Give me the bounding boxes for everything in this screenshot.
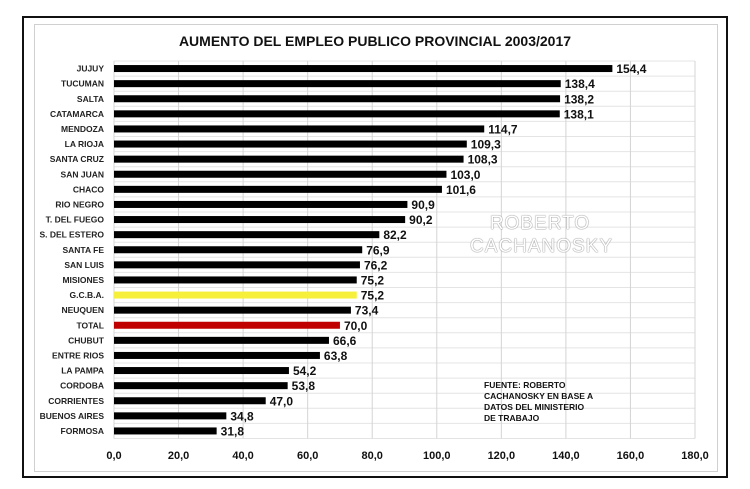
value-label: 138,1	[564, 107, 594, 121]
bar-misiones	[114, 276, 357, 284]
bar-chaco	[114, 185, 442, 193]
category-label: TOTAL	[76, 320, 104, 330]
category-label: T. DEL FUEGO	[46, 215, 105, 225]
bar-catamarca	[114, 110, 560, 118]
bar-neuquen	[114, 306, 351, 314]
bar-s-del-estero	[114, 231, 380, 239]
value-label: 101,6	[446, 183, 476, 197]
bar-santa-fe	[114, 246, 363, 254]
x-tick-label: 0,0	[106, 450, 121, 462]
category-label: TUCUMAN	[61, 79, 104, 89]
value-label: 34,8	[230, 409, 254, 423]
category-label: LA PAMPA	[61, 366, 104, 376]
category-label: CORRIENTES	[48, 396, 104, 406]
value-label: 63,8	[324, 349, 348, 363]
value-label: 109,3	[471, 138, 501, 152]
category-label: CHACO	[73, 184, 105, 194]
x-tick-label: 140,0	[552, 450, 580, 462]
x-tick-label: 100,0	[423, 450, 451, 462]
value-label: 54,2	[293, 364, 317, 378]
bar-santa-cruz	[114, 155, 464, 163]
value-label: 66,6	[333, 334, 357, 348]
value-label: 70,0	[344, 319, 368, 333]
category-label: CORDOBA	[60, 381, 104, 391]
bar-salta	[114, 95, 561, 103]
category-label: CHUBUT	[68, 335, 105, 345]
category-label: SAN JUAN	[61, 169, 104, 179]
chart-title: AUMENTO DEL EMPLEO PUBLICO PROVINCIAL 20…	[178, 33, 572, 49]
category-label: CATAMARCA	[50, 109, 104, 119]
value-label: 108,3	[468, 153, 498, 167]
value-label: 90,2	[409, 213, 433, 227]
bar-san-luis	[114, 261, 360, 269]
bar-formosa	[114, 427, 217, 435]
watermark-line: CACHANOSKY	[470, 236, 614, 257]
chart-area	[34, 24, 718, 472]
category-label: S. DEL ESTERO	[39, 230, 104, 240]
bar-mendoza	[114, 125, 485, 133]
category-label: NEUQUEN	[61, 305, 104, 315]
bar-corrientes	[114, 397, 266, 405]
bar-jujuy	[114, 65, 613, 73]
x-tick-label: 120,0	[488, 450, 516, 462]
bar-san-juan	[114, 170, 447, 178]
x-tick-label: 20,0	[168, 450, 189, 462]
bar-buenos-aires	[114, 412, 227, 420]
category-label: RIO NEGRO	[55, 199, 104, 209]
category-label: MISIONES	[62, 275, 104, 285]
value-label: 75,2	[361, 289, 385, 303]
bar-cordoba	[114, 382, 288, 390]
category-label: LA RIOJA	[65, 139, 104, 149]
bar-la-rioja	[114, 140, 467, 148]
value-label: 47,0	[270, 394, 294, 408]
value-label: 154,4	[616, 62, 646, 76]
category-label: JUJUY	[77, 64, 105, 74]
value-label: 138,4	[565, 77, 595, 91]
category-label: FORMOSA	[61, 426, 104, 436]
value-label: 76,2	[364, 258, 388, 272]
value-label: 82,2	[383, 228, 407, 242]
value-label: 114,7	[488, 122, 518, 136]
value-label: 73,4	[355, 304, 379, 318]
x-tick-label: 80,0	[362, 450, 383, 462]
value-label: 31,8	[221, 424, 245, 438]
bar-t-del-fuego	[114, 216, 406, 224]
outer-frame	[22, 16, 728, 478]
value-label: 76,9	[366, 243, 390, 257]
source-note: FUENTE: ROBERTO CACHANOSKY EN BASE A DAT…	[484, 380, 594, 423]
x-tick-label: 40,0	[232, 450, 253, 462]
bar-entre-rios	[114, 351, 320, 359]
category-label: BUENOS AIRES	[40, 411, 105, 421]
category-label: SAN LUIS	[64, 260, 104, 270]
x-tick-label: 60,0	[297, 450, 318, 462]
category-label: SANTA CRUZ	[50, 154, 104, 164]
x-tick-label: 180,0	[681, 450, 709, 462]
watermark-line: ROBERTO	[489, 213, 591, 234]
category-label: ENTRE RIOS	[52, 350, 104, 360]
bar-tucuman	[114, 80, 561, 88]
bar-g-c-b-a-	[114, 291, 357, 299]
category-label: SALTA	[77, 94, 104, 104]
value-label: 75,2	[361, 273, 385, 287]
bar-rio-negro	[114, 200, 408, 208]
watermark: ROBERTO CACHANOSKY	[470, 212, 614, 258]
category-label: G.C.B.A.	[70, 290, 104, 300]
category-label: SANTA FE	[62, 245, 104, 255]
value-label: 138,2	[564, 92, 594, 106]
value-label: 103,0	[450, 168, 480, 182]
value-label: 53,8	[292, 379, 316, 393]
bar-chubut	[114, 336, 329, 344]
x-tick-label: 160,0	[617, 450, 645, 462]
value-label: 90,9	[411, 198, 435, 212]
bar-total	[114, 321, 340, 329]
category-label: MENDOZA	[61, 124, 104, 134]
bar-la-pampa	[114, 367, 289, 375]
